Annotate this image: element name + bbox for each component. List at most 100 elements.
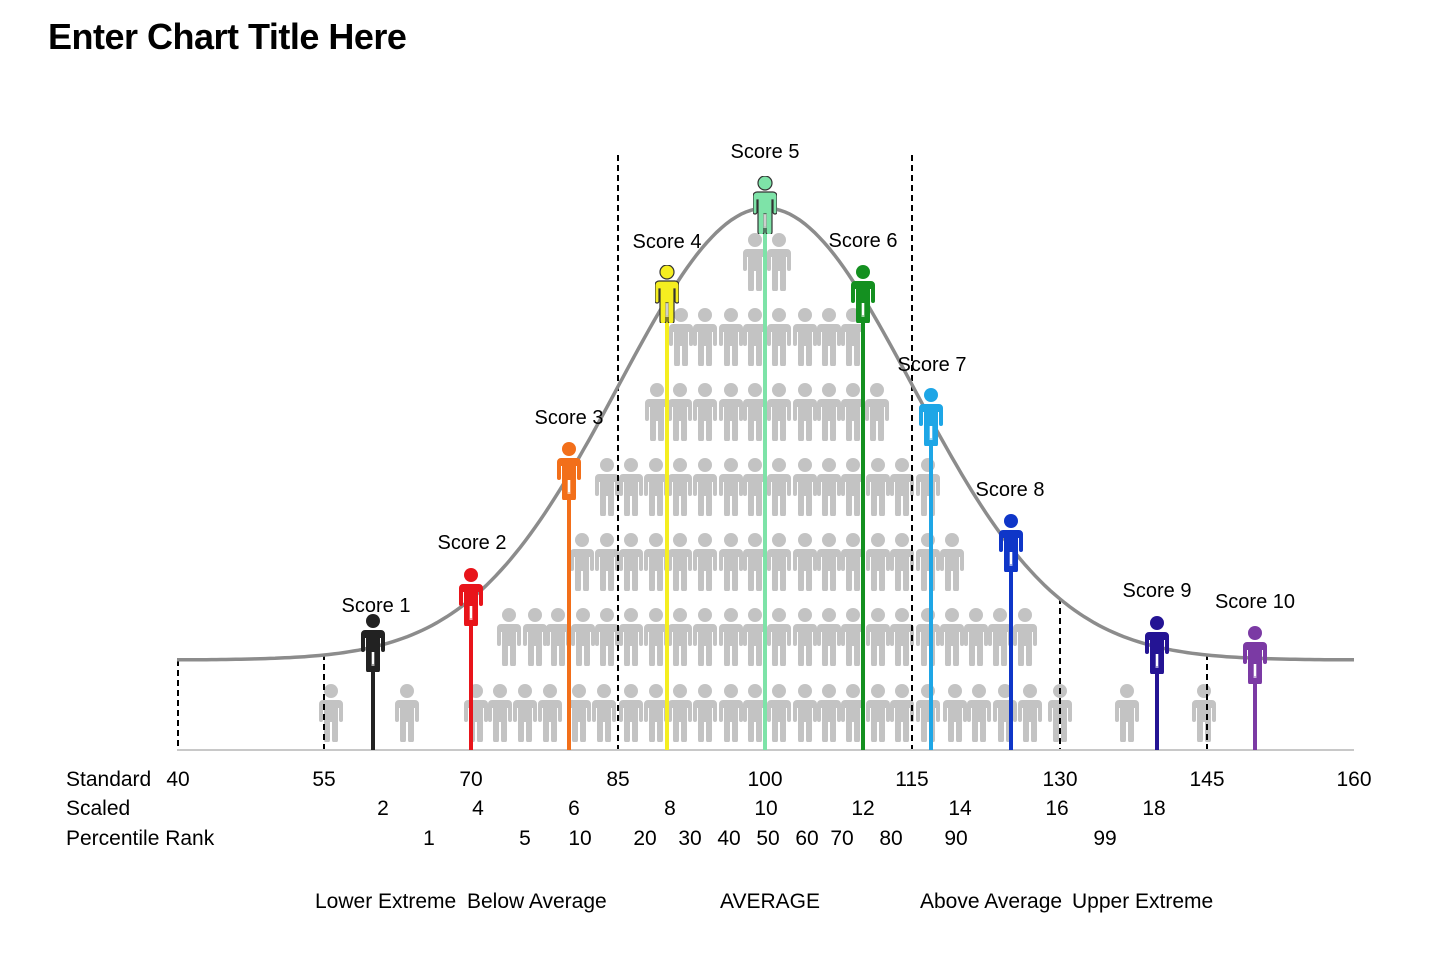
crowd-person-icon bbox=[644, 684, 668, 742]
category-label: Below Average bbox=[467, 890, 607, 913]
score-label: Score 3 bbox=[535, 407, 604, 429]
crowd-person-icon bbox=[693, 533, 717, 591]
crowd-person-icon bbox=[817, 308, 841, 366]
crowd-person-icon bbox=[693, 458, 717, 516]
crowd-person-icon bbox=[619, 533, 643, 591]
crowd-person-icon bbox=[546, 608, 570, 666]
scaled-row-label: Scaled bbox=[66, 797, 131, 820]
scaled-axis-row: Scaled 2 4 6 8 10 12 14 16 18 bbox=[0, 797, 1446, 823]
score-marker: Score 1 bbox=[342, 595, 410, 750]
crowd-person-icon bbox=[538, 684, 562, 742]
score-marker: Score 4 bbox=[633, 231, 702, 750]
crowd-person-icon bbox=[464, 684, 488, 742]
crowd-person-icon bbox=[866, 608, 890, 666]
crowd-person-icon bbox=[993, 684, 1017, 742]
crowd-person-icon bbox=[719, 383, 743, 441]
category-label: Upper Extreme bbox=[1072, 890, 1214, 913]
score-label: Score 4 bbox=[633, 231, 702, 253]
crowd-person-icon bbox=[916, 608, 940, 666]
tick-label: 8 bbox=[664, 797, 676, 820]
tick-label: 40 bbox=[717, 827, 741, 850]
crowd-person-icon bbox=[1192, 684, 1216, 742]
tick-label: 1 bbox=[423, 827, 435, 850]
crowd-person-icon bbox=[767, 383, 791, 441]
crowd-person-icon bbox=[619, 458, 643, 516]
crowd-person-icon bbox=[916, 533, 940, 591]
tick-label: 4 bbox=[472, 797, 484, 820]
score-label: Score 10 bbox=[1215, 591, 1295, 613]
score-label: Score 7 bbox=[898, 354, 967, 376]
tick-label: 115 bbox=[895, 768, 929, 791]
crowd-person-icon bbox=[964, 608, 988, 666]
crowd-person-icon bbox=[719, 458, 743, 516]
crowd-person-icon bbox=[767, 458, 791, 516]
crowd-person-icon bbox=[1018, 684, 1042, 742]
tick-label: 145 bbox=[1189, 768, 1225, 791]
score-label: Score 6 bbox=[829, 230, 898, 252]
crowd-person-icon bbox=[570, 533, 594, 591]
crowd-person-icon bbox=[890, 458, 914, 516]
crowd-person-icon bbox=[793, 458, 817, 516]
crowd-person-icon bbox=[523, 608, 547, 666]
tick-label: 70 bbox=[830, 827, 854, 850]
crowd-person-icon bbox=[719, 308, 743, 366]
crowd-person-icon bbox=[943, 684, 967, 742]
score-marker: Score 9 bbox=[1123, 580, 1191, 750]
score-label: Score 2 bbox=[438, 532, 507, 554]
percentile-axis-row: Percentile Rank 1 5 10 20 30 40 50 60 70 80 90 99 bbox=[0, 827, 1446, 853]
crowd-person-icon bbox=[644, 533, 668, 591]
crowd-person-icon bbox=[595, 533, 619, 591]
crowd-person-icon bbox=[890, 608, 914, 666]
crowd-person-icon bbox=[693, 684, 717, 742]
crowd-person-icon bbox=[793, 308, 817, 366]
crowd-person-icon bbox=[595, 608, 619, 666]
crowd-person-icon bbox=[668, 608, 692, 666]
crowd-person-icon bbox=[595, 458, 619, 516]
crowd-person-icon bbox=[866, 684, 890, 742]
crowd-person-icon bbox=[668, 383, 692, 441]
category-labels: Lower Extreme Below Average AVERAGE Above A… bbox=[0, 890, 1446, 918]
crowd-person-icon bbox=[497, 608, 521, 666]
crowd-person-icon bbox=[817, 383, 841, 441]
crowd-person-icon bbox=[767, 233, 791, 291]
crowd-person-icon bbox=[793, 684, 817, 742]
tick-label: 60 bbox=[795, 827, 819, 850]
tick-label: 2 bbox=[377, 797, 389, 820]
crowd-person-icon bbox=[793, 608, 817, 666]
tick-label: 10 bbox=[568, 827, 592, 850]
tick-label: 16 bbox=[1045, 797, 1069, 820]
crowd-person-icon bbox=[916, 684, 940, 742]
crowd-person-icon bbox=[488, 684, 512, 742]
crowd-person-icon bbox=[619, 684, 643, 742]
percentile-row-label: Percentile Rank bbox=[66, 827, 215, 850]
tick-label: 80 bbox=[879, 827, 903, 850]
crowd-person-icon bbox=[619, 608, 643, 666]
category-dividers bbox=[177, 155, 1208, 750]
crowd-person-icon bbox=[890, 533, 914, 591]
crowd-person-icon bbox=[866, 458, 890, 516]
crowd-person-icon bbox=[817, 533, 841, 591]
tick-label: 5 bbox=[519, 827, 531, 850]
score-markers: Score 1 Score 2 Score 3 Score 4 Score 5 Score… bbox=[342, 141, 1295, 750]
score-marker: Score 5 bbox=[731, 141, 800, 750]
score-marker: Score 7 bbox=[898, 354, 967, 750]
crowd-person-icon bbox=[817, 684, 841, 742]
tick-label: 90 bbox=[944, 827, 968, 850]
chart-title: Enter Chart Title Here bbox=[48, 16, 407, 57]
crowd-person-icon bbox=[719, 533, 743, 591]
crowd-person-icon bbox=[693, 308, 717, 366]
crowd-person-icon bbox=[916, 458, 940, 516]
crowd-person-icon bbox=[644, 608, 668, 666]
crowd-person-icon bbox=[767, 608, 791, 666]
crowd-person-icon bbox=[513, 684, 537, 742]
standard-row-label: Standard bbox=[66, 768, 152, 791]
tick-label: 18 bbox=[1142, 797, 1166, 820]
score-marker: Score 10 bbox=[1215, 591, 1295, 750]
score-label: Score 5 bbox=[731, 141, 800, 163]
score-label: Score 8 bbox=[976, 479, 1045, 501]
crowd-person-icon bbox=[817, 608, 841, 666]
crowd-person-icon bbox=[693, 383, 717, 441]
tick-label: 70 bbox=[459, 768, 483, 791]
crowd-person-icon bbox=[571, 608, 595, 666]
